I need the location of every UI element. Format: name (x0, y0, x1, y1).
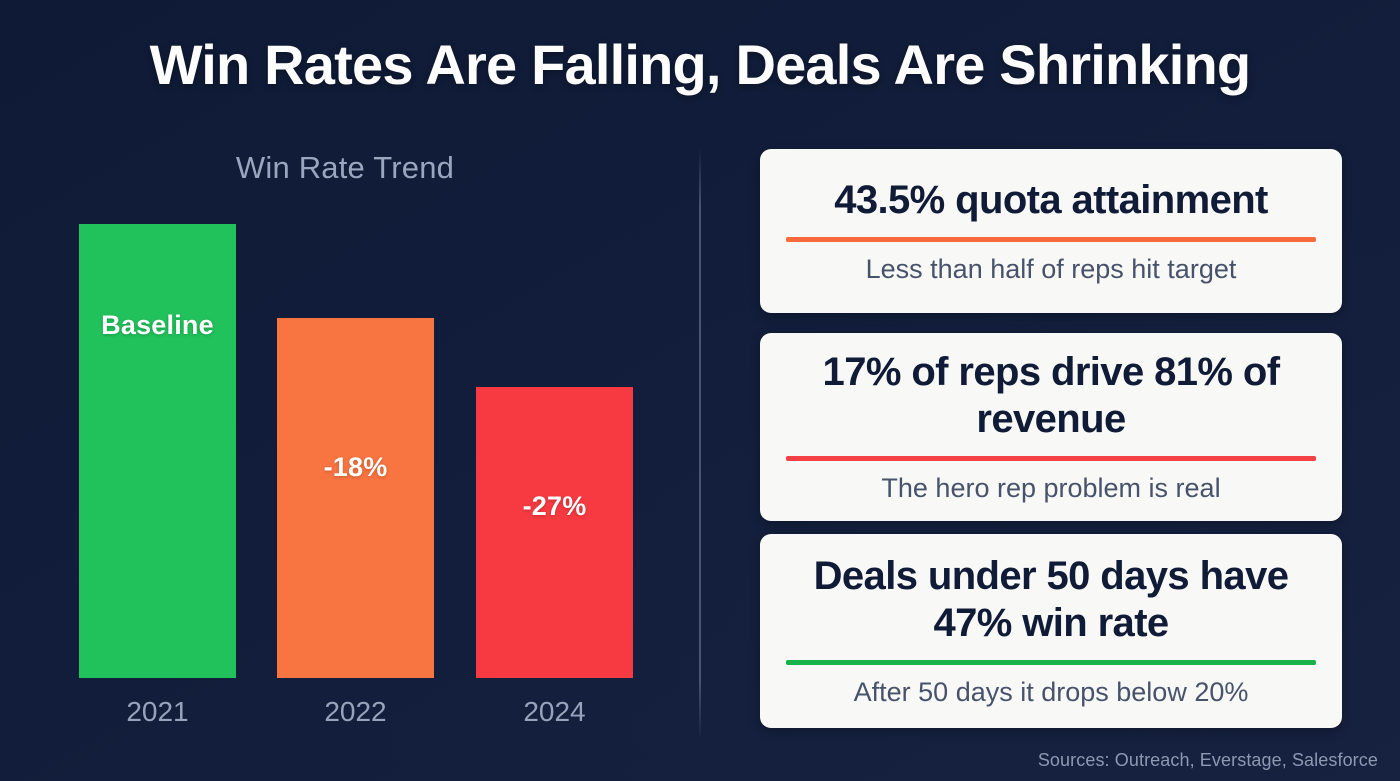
bar-2021: Baseline (79, 224, 236, 678)
stat-card-headline: 17% of reps drive 81% of revenue (822, 350, 1280, 441)
stat-card-subtext: The hero rep problem is real (881, 473, 1221, 504)
bar-label-2022: -18% (323, 452, 388, 482)
chart-title: Win Rate Trend (235, 150, 455, 185)
stat-card-accent-rule (786, 456, 1316, 462)
stat-card-accent-rule (786, 237, 1316, 242)
bar-label-2021: Baseline (101, 310, 214, 340)
stat-card-hero-reps[interactable]: 17% of reps drive 81% of revenue The her… (760, 333, 1342, 521)
stat-card-accent-rule (786, 660, 1316, 666)
stat-card-headline: Deals under 50 days have 47% win rate (813, 554, 1289, 645)
bar-2022: -18% (277, 318, 434, 678)
x-tick-2022: 2022 (324, 696, 387, 727)
section-divider (699, 148, 701, 740)
chart-plot-area: Baseline 2021 -18% 2022 -27% 2024 (0, 140, 690, 740)
win-rate-chart: Win Rate Trend Baseline 2021 -18% 2022 -… (0, 140, 690, 740)
stat-card-deal-cycle[interactable]: Deals under 50 days have 47% win rate Af… (760, 534, 1342, 728)
stat-card-quota-attainment[interactable]: 43.5% quota attainment Less than half of… (760, 149, 1342, 313)
sources-footer: Sources: Outreach, Everstage, Salesforce (1037, 750, 1378, 770)
x-tick-2024: 2024 (523, 696, 586, 727)
page-title: Win Rates Are Falling, Deals Are Shrinki… (149, 33, 1251, 96)
bar-label-2024: -27% (522, 491, 587, 521)
stat-card-headline: 43.5% quota attainment (834, 177, 1268, 222)
stat-card-subtext: After 50 days it drops below 20% (853, 677, 1249, 708)
stat-card-subtext: Less than half of reps hit target (865, 254, 1237, 284)
bar-2024: -27% (476, 387, 633, 678)
x-tick-2021: 2021 (126, 696, 189, 727)
